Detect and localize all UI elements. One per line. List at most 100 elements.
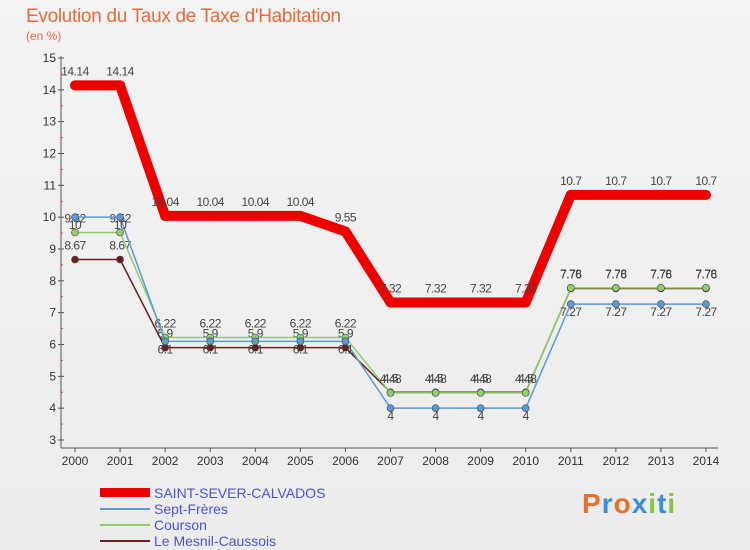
data-label-1: 7.27 [560, 305, 582, 319]
y-tick-label: 13 [43, 115, 57, 129]
data-label-2: 7.78 [560, 267, 582, 281]
data-point-1 [296, 337, 305, 346]
data-point-2 [612, 284, 620, 292]
data-label-2: 4.48 [425, 372, 447, 386]
x-tick-label: 2008 [422, 454, 449, 468]
data-label-2: 6.22 [335, 316, 357, 330]
data-label-1: 7.27 [650, 305, 672, 319]
data-point-0 [250, 210, 261, 221]
data-label-1: 7.27 [695, 305, 717, 319]
legend-label-saint-sever: SAINT-SEVER-CALVADOS [154, 485, 326, 501]
data-point-1 [341, 337, 350, 346]
data-label-0: 7.32 [380, 281, 402, 295]
data-label-1: 6.1 [158, 342, 174, 356]
x-tick-label: 2000 [62, 454, 89, 468]
x-tick-label: 2003 [197, 454, 224, 468]
y-tick-label: 8 [49, 274, 56, 288]
y-tick-label: 7 [49, 306, 56, 320]
chart-title: Evolution du Taux de Taxe d'Habitation [26, 6, 341, 27]
data-point-3 [71, 255, 79, 264]
data-label-3: 7.76 [695, 267, 717, 281]
x-tick-label: 2004 [242, 454, 269, 468]
legend-swatch-saint-sever [100, 488, 150, 497]
data-point-2 [476, 389, 485, 397]
data-point-1 [612, 300, 620, 308]
logo-letter: x [631, 488, 649, 519]
data-label-1: 7.27 [605, 305, 627, 319]
y-tick-label: 15 [43, 51, 57, 65]
data-point-0 [520, 297, 531, 308]
legend-swatch-courson [100, 524, 150, 526]
x-tick-label: 2011 [558, 454, 584, 468]
x-tick-label: 2006 [332, 454, 359, 468]
data-label-2: 4.48 [470, 372, 492, 386]
logo-letter: r [601, 488, 614, 519]
x-tick-label: 2010 [512, 454, 539, 468]
data-point-0 [655, 189, 666, 200]
data-point-0 [295, 210, 306, 221]
data-label-1: 4 [523, 409, 530, 423]
data-label-3: 4.5 [383, 371, 399, 385]
logo-letter: i [667, 488, 677, 519]
data-label-3: 8.67 [64, 239, 86, 253]
proxiti-logo: Proxiti [582, 488, 676, 520]
data-point-1 [566, 300, 575, 308]
data-point-2 [386, 389, 395, 397]
legend-label-courson: Courson [154, 517, 207, 533]
y-tick-label: 10 [43, 210, 57, 224]
y-tick-label: 4 [49, 401, 56, 415]
data-label-0: 10.7 [695, 174, 717, 188]
legend-label-sept-freres: Sept-Frères [154, 501, 228, 517]
data-label-2: 7.78 [605, 267, 627, 281]
data-label-0: 10.7 [560, 174, 582, 188]
data-label-1: 4 [432, 409, 439, 423]
data-label-1: 6.1 [203, 342, 219, 356]
x-tick-label: 2002 [152, 454, 179, 468]
data-label-0: 10.7 [605, 174, 627, 188]
data-point-2 [657, 284, 665, 292]
data-point-1 [657, 300, 665, 308]
data-label-0: 10.04 [287, 195, 315, 209]
data-point-0 [70, 80, 80, 91]
data-label-0: 14.14 [106, 64, 134, 78]
data-point-2 [71, 228, 79, 237]
data-point-3 [116, 255, 124, 264]
data-label-0: 9.55 [335, 210, 357, 224]
data-point-1 [206, 337, 215, 346]
legend-label-le-mesnil-caussois: Le Mesnil-Caussois [154, 533, 277, 549]
data-point-0 [610, 189, 621, 200]
data-label-1: 10 [69, 218, 82, 232]
data-point-2 [431, 389, 440, 397]
data-label-0: 7.32 [515, 281, 537, 295]
data-label-0: 14.14 [61, 64, 89, 78]
y-tick-label: 5 [49, 369, 56, 383]
x-tick-label: 2005 [287, 454, 314, 468]
data-point-2 [116, 228, 124, 237]
data-label-2: 4.48 [515, 372, 537, 386]
data-label-2: 6.22 [154, 316, 176, 330]
data-label-2: 6.22 [200, 316, 222, 330]
data-point-0 [430, 297, 441, 308]
data-point-1 [386, 404, 395, 412]
y-tick-label: 12 [43, 147, 57, 161]
x-tick-label: 2009 [467, 454, 494, 468]
data-point-1 [702, 300, 710, 308]
x-tick-label: 2014 [693, 454, 720, 468]
data-label-1: 4 [387, 409, 394, 423]
data-label-2: 4.48 [380, 372, 402, 386]
data-label-0: 10.04 [242, 195, 270, 209]
data-label-3: 7.76 [560, 267, 582, 281]
data-label-1: 6.1 [338, 342, 354, 356]
data-point-0 [205, 210, 216, 221]
x-tick-label: 2013 [648, 454, 675, 468]
data-label-2: 7.78 [650, 267, 672, 281]
data-point-1 [251, 337, 260, 346]
y-tick-label: 14 [43, 83, 57, 97]
data-point-1 [161, 337, 169, 346]
data-label-0: 7.32 [425, 281, 447, 295]
y-tick-label: 11 [44, 178, 57, 192]
y-tick-label: 6 [49, 338, 56, 352]
y-tick-label: 3 [49, 433, 56, 447]
x-tick-label: 2012 [603, 454, 630, 468]
